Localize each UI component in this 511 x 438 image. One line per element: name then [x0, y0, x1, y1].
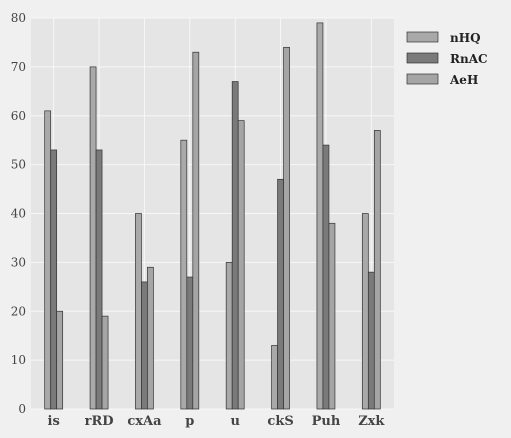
- x-tick-label: p: [185, 414, 194, 429]
- y-tick-label: 70: [11, 60, 26, 74]
- bar-nHQ-u: [225, 262, 233, 410]
- legend-swatch: [406, 52, 439, 64]
- legend-label: RnAC: [450, 52, 488, 66]
- legend-swatch: [406, 31, 439, 43]
- y-tick-label: 60: [11, 109, 26, 123]
- legend-label: AeH: [449, 73, 478, 87]
- bar-RnAC-p: [186, 276, 194, 410]
- bar-RnAC-rRD: [95, 149, 103, 410]
- bar-AeH-Puh: [328, 222, 336, 410]
- bar-AeH-u: [237, 120, 245, 410]
- bar-nHQ-rRD: [89, 66, 97, 410]
- y-tick-label: 50: [11, 158, 26, 172]
- y-tick-label: 40: [11, 207, 26, 221]
- legend-swatch: [406, 73, 439, 85]
- x-tick-label: cxAa: [127, 414, 162, 429]
- y-tick-label: 0: [18, 402, 26, 416]
- y-axis-ticks: 0 10 20 30 40 50 60 70 80: [11, 11, 26, 416]
- y-tick-label: 10: [11, 353, 26, 367]
- bar-RnAC-cxAa: [141, 281, 148, 410]
- y-tick-label: 30: [11, 255, 26, 269]
- legend-label: nHQ: [450, 31, 481, 45]
- bar-nHQ-ckS: [271, 345, 278, 410]
- x-tick-label: ckS: [267, 414, 293, 429]
- x-axis-labels: is rRD cxAa p u ckS Puh Zxk: [48, 414, 386, 429]
- bar-AeH-ckS: [283, 46, 290, 410]
- bar-AeH-rRD: [101, 315, 109, 410]
- bar-AeH-cxAa: [147, 266, 154, 410]
- legend: nHQ RnAC AeH: [406, 31, 488, 87]
- bar-RnAC-ckS: [277, 178, 284, 410]
- bar-AeH-Zxk: [373, 130, 381, 410]
- bar-AeH-p: [192, 51, 200, 410]
- bar-nHQ-cxAa: [135, 213, 142, 410]
- x-tick-label: rRD: [85, 414, 114, 429]
- bars: [44, 22, 381, 410]
- bar-RnAC-is: [50, 149, 58, 410]
- x-tick-label: Zxk: [358, 414, 385, 429]
- bar-RnAC-u: [231, 81, 239, 410]
- x-tick-label: u: [230, 414, 239, 429]
- bar-AeH-is: [56, 310, 64, 410]
- x-tick-label: Puh: [312, 414, 341, 429]
- bar-nHQ-p: [180, 139, 188, 410]
- bar-nHQ-is: [44, 110, 52, 410]
- bar-RnAC-Puh: [322, 144, 330, 410]
- bar-nHQ-Puh: [316, 22, 324, 410]
- bar-nHQ-Zxk: [361, 213, 369, 410]
- y-tick-label: 80: [11, 11, 26, 25]
- x-tick-label: is: [48, 414, 60, 429]
- bar-RnAC-Zxk: [367, 271, 375, 410]
- y-tick-label: 20: [11, 304, 26, 318]
